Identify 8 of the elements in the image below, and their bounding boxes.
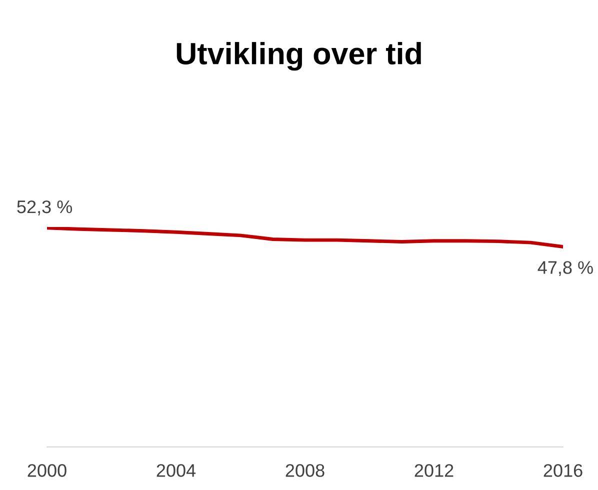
chart-title: Utvikling over tid (176, 42, 421, 71)
x-tick-label: 2004 (156, 464, 196, 477)
data-label: 47,8 % (538, 261, 593, 276)
x-tick-label: 2016 (544, 464, 582, 477)
x-tick-label: 2008 (286, 464, 324, 477)
x-tick-label: 2012 (414, 464, 454, 477)
data-label: 52,3 % (17, 200, 72, 216)
x-tick-label: 2000 (28, 464, 66, 477)
